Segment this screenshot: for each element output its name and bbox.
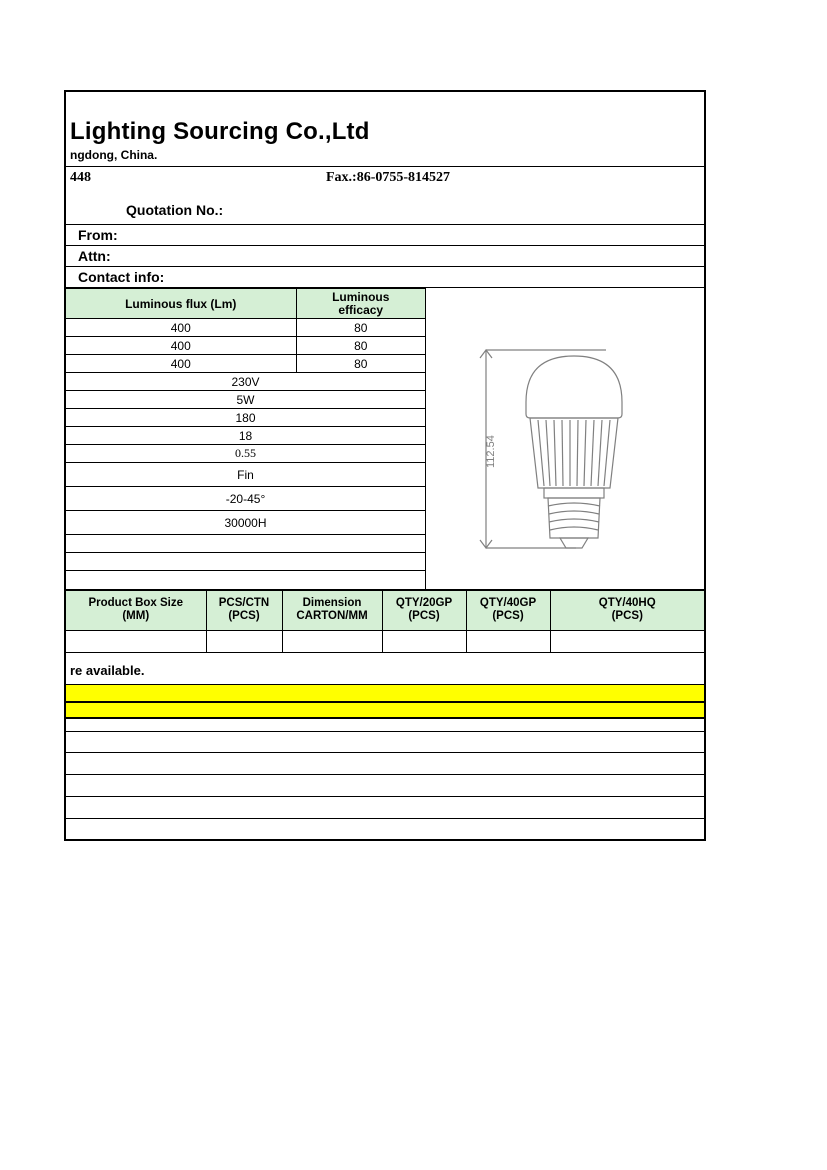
info-block: From: Attn: Contact info: [66,224,704,288]
blank-row [66,731,704,753]
table-row [66,535,426,553]
spec-section: Luminous flux (Lm) Luminous efficacy 400… [66,288,704,590]
col-dimension: DimensionCARTON/MM [282,590,382,631]
table-row: 0.55 [66,445,426,463]
table-row: -20-45° [66,487,426,511]
col-qty-40gp: QTY/40GP(PCS) [466,590,550,631]
fax-number: Fax.:86-0755-814527 [326,170,450,186]
blank-row [66,775,704,797]
document-frame: Lighting Sourcing Co.,Ltd ngdong, China.… [64,90,706,841]
blank-row [66,797,704,819]
packing-table: Product Box Size(MM) PCS/CTN(PCS) Dimens… [66,590,704,654]
table-row: 400 80 [66,355,426,373]
col-qty-20gp: QTY/20GP(PCS) [382,590,466,631]
table-row: 230V [66,373,426,391]
col-flux: Luminous flux (Lm) [66,289,296,319]
highlight-row [66,685,704,703]
bulb-icon: 112.54 [456,338,676,568]
table-row: 30000H [66,511,426,535]
attn-row: Attn: [66,245,704,266]
col-box-size: Product Box Size(MM) [66,590,206,631]
table-row: 5W [66,391,426,409]
contact-row: Contact info: [66,266,704,288]
highlight-row [66,703,704,719]
table-row [66,631,704,653]
table-row [66,553,426,571]
tel-fax-row: 448 Fax.:86-0755-814527 [66,167,704,194]
company-location: ngdong, China. [66,148,704,166]
gap [66,719,704,731]
blank-row [66,753,704,775]
spec-table: Luminous flux (Lm) Luminous efficacy 400… [66,288,426,589]
table-row: 400 80 [66,319,426,337]
col-pcs-ctn: PCS/CTN(PCS) [206,590,282,631]
table-row [66,571,426,589]
available-note: re available. [66,653,704,685]
company-name: Lighting Sourcing Co.,Ltd [66,92,704,148]
tel-fragment: 448 [70,170,91,185]
svg-text:112.54: 112.54 [485,435,497,468]
table-row: 180 [66,409,426,427]
table-row: Fin [66,463,426,487]
col-qty-40hq: QTY/40HQ(PCS) [550,590,704,631]
table-row: 400 80 [66,337,426,355]
from-row: From: [66,224,704,245]
table-row: 18 [66,427,426,445]
quotation-label: Quotation No.: [66,194,704,224]
blank-row [66,819,704,841]
col-efficacy: Luminous efficacy [296,289,426,319]
page: Lighting Sourcing Co.,Ltd ngdong, China.… [0,0,827,1170]
product-diagram: 112.54 [426,288,704,589]
